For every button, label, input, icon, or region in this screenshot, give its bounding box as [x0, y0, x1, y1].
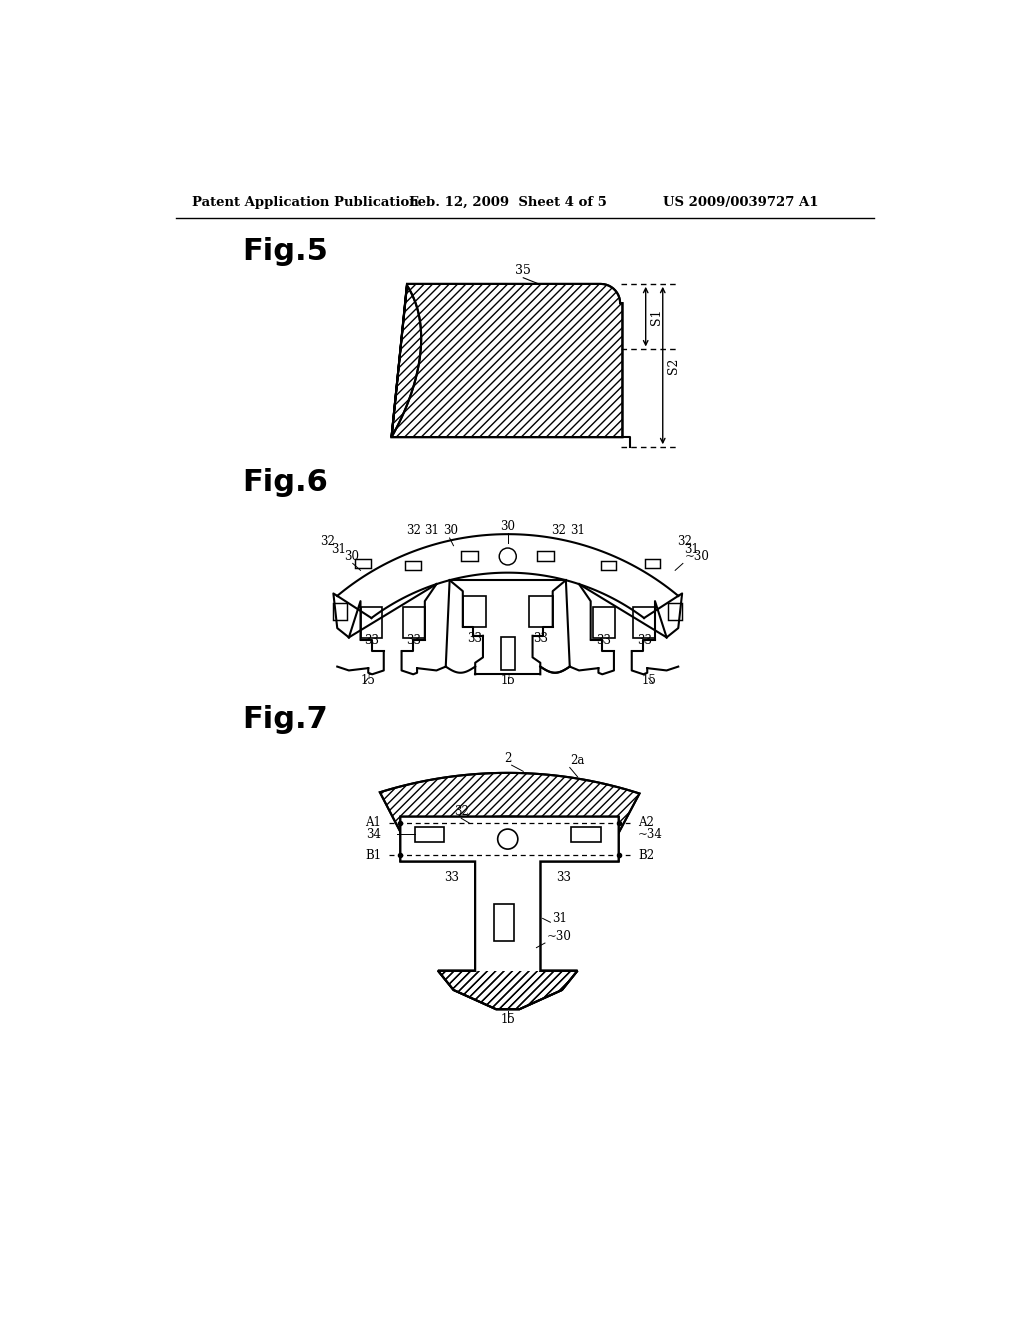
Text: 34: 34 — [366, 828, 381, 841]
Text: 33: 33 — [364, 634, 379, 647]
Text: ~30: ~30 — [547, 931, 571, 942]
Bar — [403, 607, 425, 638]
Text: US 2009/0039727 A1: US 2009/0039727 A1 — [663, 197, 818, 209]
Text: 32: 32 — [454, 805, 469, 818]
Text: 15: 15 — [501, 1014, 515, 1026]
Text: 33: 33 — [596, 634, 611, 647]
Bar — [669, 603, 682, 620]
Bar — [355, 558, 371, 568]
Bar — [463, 595, 486, 627]
Text: Feb. 12, 2009  Sheet 4 of 5: Feb. 12, 2009 Sheet 4 of 5 — [409, 197, 606, 209]
Text: A1: A1 — [366, 816, 381, 829]
Text: 33: 33 — [467, 632, 482, 645]
Text: 15: 15 — [501, 673, 515, 686]
Text: Fig.5: Fig.5 — [243, 238, 329, 267]
Text: 32: 32 — [552, 524, 566, 537]
Text: 2a: 2a — [569, 755, 584, 767]
Text: 31: 31 — [552, 912, 567, 925]
Text: B2: B2 — [638, 849, 654, 862]
Bar — [461, 552, 478, 561]
Bar — [400, 817, 618, 862]
Circle shape — [498, 829, 518, 849]
Text: S2: S2 — [667, 358, 680, 374]
Text: 31: 31 — [684, 543, 699, 556]
Text: 30: 30 — [501, 520, 515, 532]
Text: 33: 33 — [556, 871, 571, 883]
Text: 33: 33 — [534, 632, 549, 645]
Text: S1: S1 — [649, 308, 663, 325]
Bar — [494, 904, 514, 941]
Bar — [645, 558, 660, 568]
Bar — [593, 607, 614, 638]
Text: 15: 15 — [641, 673, 656, 686]
Text: 31: 31 — [570, 524, 585, 537]
Text: 33: 33 — [407, 634, 422, 647]
Text: Fig.6: Fig.6 — [243, 469, 329, 498]
Polygon shape — [380, 774, 640, 833]
Text: 31: 31 — [424, 524, 439, 537]
Text: 32: 32 — [406, 524, 421, 537]
Text: 35: 35 — [515, 264, 531, 277]
Text: B1: B1 — [365, 849, 381, 862]
Text: 33: 33 — [444, 871, 460, 883]
Bar — [415, 826, 444, 842]
Bar — [501, 638, 515, 669]
Text: A2: A2 — [638, 816, 653, 829]
Bar — [334, 603, 347, 620]
Bar — [475, 862, 541, 970]
Text: 30: 30 — [443, 524, 458, 537]
Text: 32: 32 — [321, 535, 336, 548]
Bar — [360, 607, 382, 638]
Polygon shape — [391, 284, 623, 437]
Text: 31: 31 — [332, 543, 346, 556]
Bar — [406, 561, 421, 570]
Text: 2: 2 — [504, 752, 511, 766]
Bar — [571, 826, 601, 842]
Polygon shape — [400, 817, 618, 1010]
Text: Fig.7: Fig.7 — [243, 705, 329, 734]
Bar — [633, 607, 655, 638]
Text: 32: 32 — [677, 535, 691, 548]
Bar — [529, 595, 553, 627]
Text: 15: 15 — [360, 673, 376, 686]
Bar — [538, 552, 554, 561]
Text: 30: 30 — [344, 550, 358, 564]
Text: Patent Application Publication: Patent Application Publication — [191, 197, 418, 209]
Bar — [601, 561, 616, 570]
Text: 33: 33 — [637, 634, 651, 647]
Text: ~34: ~34 — [638, 828, 663, 841]
Text: ~30: ~30 — [684, 550, 710, 564]
